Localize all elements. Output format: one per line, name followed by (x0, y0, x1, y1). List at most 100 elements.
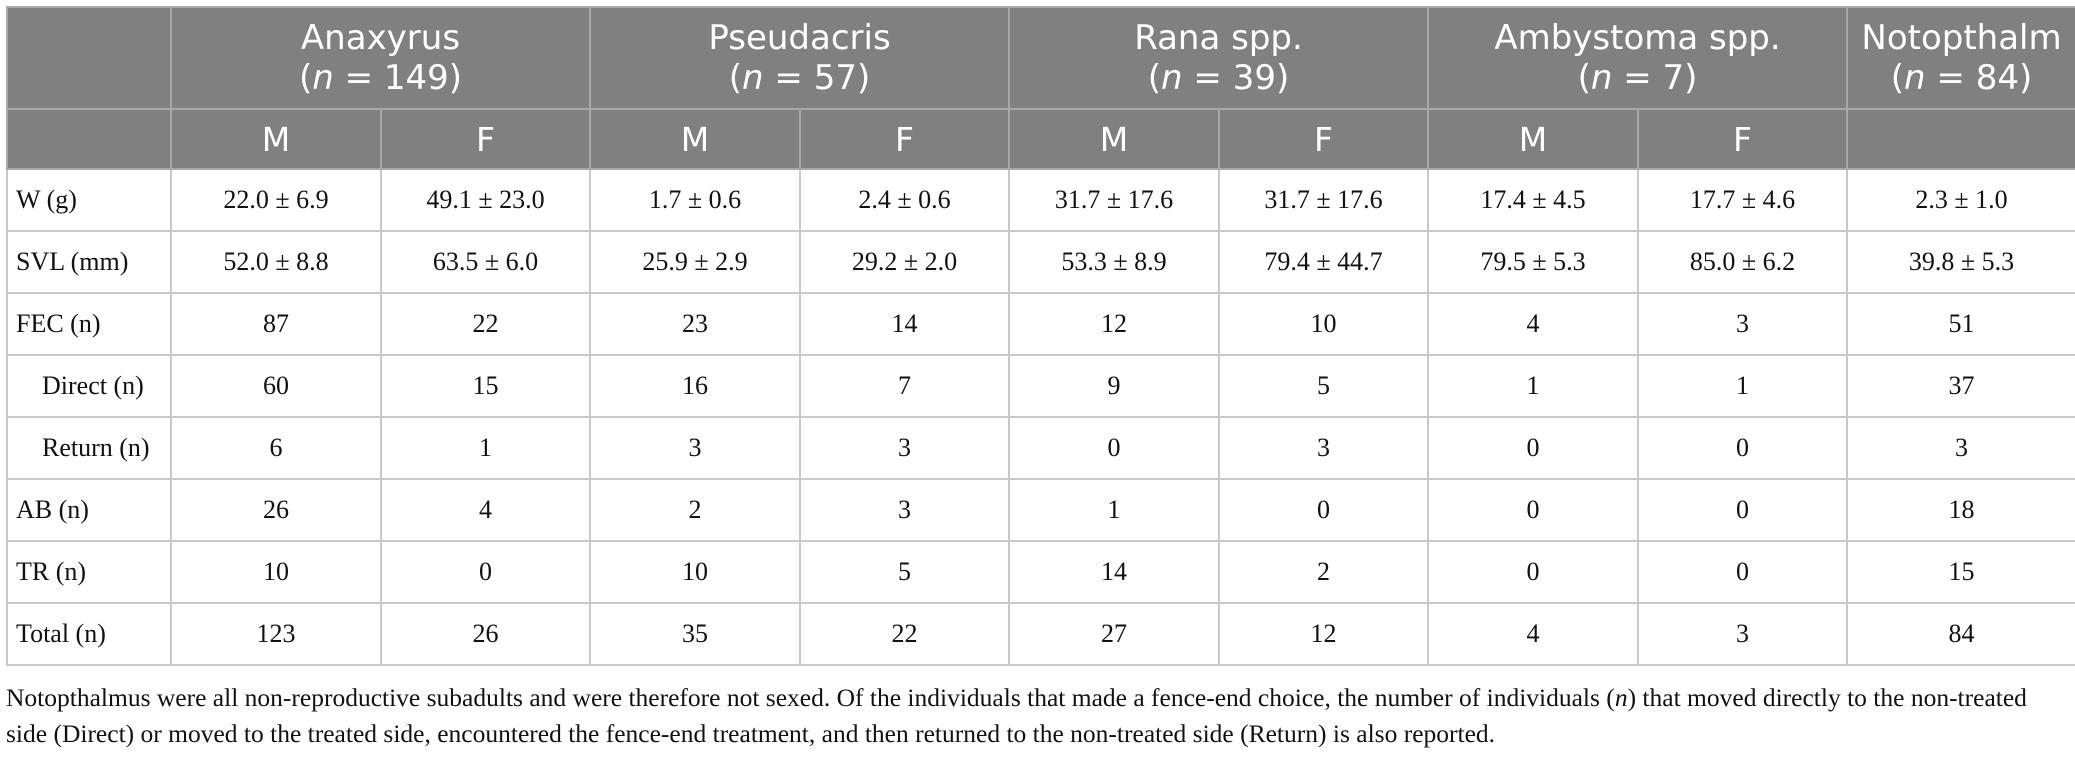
group-header-row: Anaxyrus (n = 149) Pseudacris (n = 57) Ran… (6, 6, 2075, 110)
table-cell: 27 (1008, 602, 1220, 666)
table-cell: 5 (799, 540, 1010, 604)
table-cell: 3 (589, 416, 801, 480)
table-cell: 3 (799, 416, 1010, 480)
table-cell: 15 (380, 354, 591, 418)
corner-cell (6, 6, 172, 110)
row-label: Total (n) (6, 602, 172, 666)
table-cell: 51 (1846, 292, 2075, 356)
table-body: W (g) 22.0 ± 6.9 49.1 ± 23.0 1.7 ± 0.6 2.4 ±… (6, 168, 2075, 666)
table-cell: 25.9 ± 2.9 (589, 230, 801, 294)
table-cell: 85.0 ± 6.2 (1636, 230, 1849, 294)
table-cell: 26 (170, 478, 382, 542)
row-label: W (g) (6, 168, 172, 232)
sex-header-cell: F (380, 108, 591, 170)
table-cell: 1.7 ± 0.6 (589, 168, 801, 232)
group-header-rana: Rana spp. (n = 39) (1008, 6, 1429, 110)
row-label: TR (n) (6, 540, 172, 604)
table-cell: 79.4 ± 44.7 (1218, 230, 1429, 294)
table-cell: 0 (380, 540, 591, 604)
table-cell: 6 (170, 416, 382, 480)
table-cell: 39.8 ± 5.3 (1846, 230, 2075, 294)
table-cell: 0 (1427, 478, 1639, 542)
table-cell: 9 (1008, 354, 1220, 418)
table-cell: 2 (589, 478, 801, 542)
table-cell: 26 (380, 602, 591, 666)
group-header-notopthalm: Notopthalm (n = 84) (1846, 6, 2075, 110)
row-label: FEC (n) (6, 292, 172, 356)
table-cell: 0 (1427, 540, 1639, 604)
table-cell: 1 (380, 416, 591, 480)
table-cell: 3 (1218, 416, 1429, 480)
table-cell: 4 (380, 478, 591, 542)
table-cell: 0 (1008, 416, 1220, 480)
sex-header-cell: F (799, 108, 1010, 170)
table-cell: 3 (1846, 416, 2075, 480)
table-cell: 1 (1427, 354, 1639, 418)
row-label: Direct (n) (6, 354, 172, 418)
table-cell: 1 (1636, 354, 1849, 418)
table-cell: 3 (1636, 292, 1849, 356)
table-cell: 1 (1008, 478, 1220, 542)
group-header-pseudacris: Pseudacris (n = 57) (589, 6, 1010, 110)
table-cell: 0 (1218, 478, 1429, 542)
sex-header-cell: M (1008, 108, 1220, 170)
table-cell: 79.5 ± 5.3 (1427, 230, 1639, 294)
table-row: SVL (mm) 52.0 ± 8.8 63.5 ± 6.0 25.9 ± 2.9 29… (6, 230, 2075, 294)
sex-header-cell: M (1427, 108, 1639, 170)
table-row: Total (n) 123 26 35 22 27 12 4 3 84 (6, 602, 2075, 666)
table-cell: 3 (799, 478, 1010, 542)
table-cell: 22.0 ± 6.9 (170, 168, 382, 232)
table-cell: 84 (1846, 602, 2075, 666)
table-cell: 87 (170, 292, 382, 356)
table-cell: 12 (1218, 602, 1429, 666)
sex-header-cell: F (1218, 108, 1429, 170)
group-header-ambystoma: Ambystoma spp. (n = 7) (1426, 6, 1849, 110)
table-cell: 0 (1636, 416, 1849, 480)
table-cell: 123 (170, 602, 382, 666)
table-cell: 17.7 ± 4.6 (1636, 168, 1849, 232)
table-cell: 22 (380, 292, 591, 356)
sex-header-cell: M (170, 108, 382, 170)
table-cell: 12 (1008, 292, 1220, 356)
table-cell: 14 (1008, 540, 1220, 604)
table-footnote: Notopthalmus were all non-reproductive s… (6, 683, 2027, 748)
table-cell: 2 (1218, 540, 1429, 604)
sex-header-blank (6, 108, 172, 170)
table-cell: 53.3 ± 8.9 (1008, 230, 1220, 294)
table-cell: 4 (1427, 602, 1639, 666)
table-cell: 15 (1846, 540, 2075, 604)
table-cell: 2.3 ± 1.0 (1846, 168, 2075, 232)
table-row: FEC (n) 87 22 23 14 12 10 4 3 51 (6, 292, 2075, 356)
table-cell: 29.2 ± 2.0 (799, 230, 1010, 294)
table-cell: 35 (589, 602, 801, 666)
table-row: AB (n) 26 4 2 3 1 0 0 0 18 (6, 478, 2075, 542)
table-row: W (g) 22.0 ± 6.9 49.1 ± 23.0 1.7 ± 0.6 2.4 ±… (6, 168, 2075, 232)
data-table: Anaxyrus (n = 149) Pseudacris (n = 57) Ran… (6, 6, 2075, 666)
table-cell: 23 (589, 292, 801, 356)
table-cell: 16 (589, 354, 801, 418)
table-cell: 14 (799, 292, 1010, 356)
table-cell: 37 (1846, 354, 2075, 418)
table-cell: 63.5 ± 6.0 (380, 230, 591, 294)
table-cell: 49.1 ± 23.0 (380, 168, 591, 232)
table-row: Direct (n) 60 15 16 7 9 5 1 1 37 (6, 354, 2075, 418)
table-cell: 4 (1427, 292, 1639, 356)
row-label: AB (n) (6, 478, 172, 542)
table-cell: 10 (170, 540, 382, 604)
table-cell: 10 (589, 540, 801, 604)
table-cell: 7 (799, 354, 1010, 418)
sex-header-cell: M (589, 108, 801, 170)
table-cell: 18 (1846, 478, 2075, 542)
data-table-container: Anaxyrus (n = 149) Pseudacris (n = 57) Ran… (6, 6, 2075, 666)
group-header-anaxyrus: Anaxyrus (n = 149) (170, 6, 591, 110)
sex-header-cell: F (1636, 108, 1849, 170)
table-cell: 5 (1218, 354, 1429, 418)
table-cell: 10 (1218, 292, 1429, 356)
table-cell: 2.4 ± 0.6 (799, 168, 1010, 232)
table-cell: 52.0 ± 8.8 (170, 230, 382, 294)
table-row: Return (n) 6 1 3 3 0 3 0 0 3 (6, 416, 2075, 480)
sex-header-row: M F M F M F M F (6, 108, 2075, 170)
table-cell: 17.4 ± 4.5 (1427, 168, 1639, 232)
table-cell: 60 (170, 354, 382, 418)
table-cell: 0 (1636, 540, 1849, 604)
